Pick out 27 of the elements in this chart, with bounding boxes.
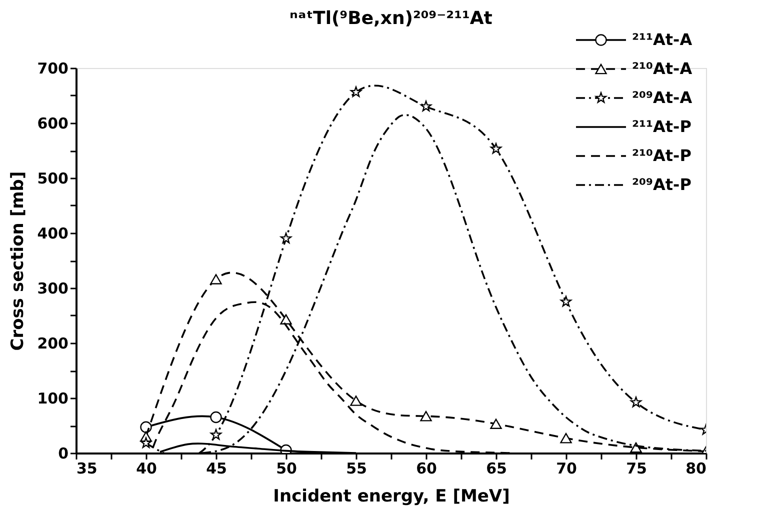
legend-label: ²⁰⁹At-P <box>632 175 692 194</box>
x-tick-label: 70 <box>556 460 577 478</box>
legend-label: ²¹¹At-A <box>632 30 693 49</box>
chart-title: ⁿᵃᵗTl(⁹Be,xn)²⁰⁹⁻²¹¹At <box>290 8 493 29</box>
x-axis-title: Incident energy, E [MeV] <box>273 486 510 506</box>
y-tick-label: 700 <box>37 60 68 78</box>
x-tick-label: 65 <box>486 460 507 478</box>
x-tick-label: 75 <box>626 460 647 478</box>
x-tick-label: 55 <box>346 460 367 478</box>
y-tick-label: 600 <box>37 114 68 132</box>
x-tick-label: 80 <box>686 460 706 478</box>
y-tick-label: 100 <box>37 390 68 408</box>
legend-label: ²¹¹At-P <box>632 117 692 136</box>
y-tick-label: 300 <box>37 280 68 298</box>
x-tick-label: 35 <box>76 460 98 478</box>
x-tick-label: 60 <box>416 460 437 478</box>
x-tick-label: 40 <box>136 460 157 478</box>
legend-label: ²⁰⁹At-A <box>632 88 693 107</box>
legend-label: ²¹⁰At-A <box>632 59 693 78</box>
legend-label: ²¹⁰At-P <box>632 146 692 165</box>
x-tick-label: 45 <box>206 460 227 478</box>
x-tick-label: 50 <box>276 460 297 478</box>
y-tick-label: 0 <box>58 444 68 462</box>
y-axis-title: Cross section [mb] <box>8 171 28 351</box>
y-tick-label: 400 <box>37 224 68 242</box>
y-tick-label: 200 <box>37 334 68 352</box>
y-tick-label: 500 <box>37 170 68 188</box>
